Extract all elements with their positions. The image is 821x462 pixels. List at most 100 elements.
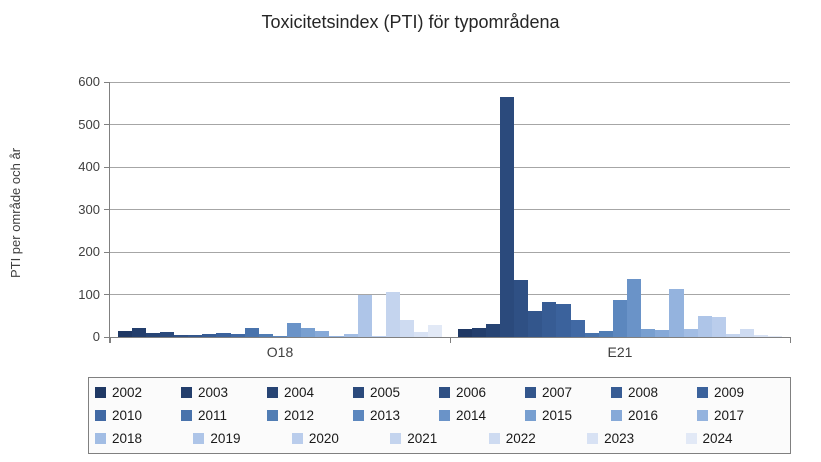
legend-label: 2007 [542,385,573,400]
legend-item-2017: 2017 [697,408,783,423]
legend-swatch-icon [291,433,303,444]
legend-item-2012: 2012 [267,408,353,423]
legend-swatch-icon [697,410,708,421]
bar-O18-2010 [230,333,245,337]
legend-item-2020: 2020 [291,431,390,446]
bar-O18-2018 [343,333,358,337]
legend-item-2011: 2011 [181,408,267,423]
legend-item-2010: 2010 [95,408,181,423]
legend-swatch-icon [697,387,708,398]
plot-area [104,81,791,343]
legend-label: 2008 [628,385,659,400]
legend-label: 2003 [198,385,229,400]
legend-label: 2021 [407,431,438,446]
bar-E21-2024 [768,336,783,337]
legend-item-2013: 2013 [353,408,439,423]
legend-swatch-icon [439,410,450,421]
legend-swatch-icon [611,410,622,421]
bar-E21-2018 [683,328,698,337]
legend-item-2006: 2006 [439,385,525,400]
bar-O18-2006 [174,334,189,337]
legend-label: 2011 [198,408,228,423]
legend-label: 2009 [714,385,745,400]
legend-swatch-icon [390,433,402,444]
legend-item-2021: 2021 [390,431,488,446]
bar-O18-2014 [287,323,302,337]
legend-item-2018: 2018 [95,431,193,446]
y-axis-tick [104,251,109,253]
legend-item-2022: 2022 [488,431,587,446]
bar-E21-2003 [471,328,486,337]
legend-swatch-icon [353,387,364,398]
x-category-label: O18 [266,344,294,360]
y-tick-label: 500 [78,116,100,132]
bar-O18-2003 [131,327,146,337]
y-tick-label: 300 [78,201,100,217]
bar-E21-2017 [669,288,684,337]
bar-O18-2004 [145,333,160,337]
legend-label: 2017 [714,408,745,423]
legend-item-2015: 2015 [525,408,611,423]
bar-E21-2021 [725,333,741,337]
bar-O18-2007 [188,334,203,337]
bar-E21-2009 [556,304,571,337]
legend-item-2019: 2019 [193,431,291,446]
y-tick-label: 600 [78,74,100,89]
legend-item-2009: 2009 [697,385,783,400]
legend-label: 2019 [210,431,241,446]
y-axis-title: PTI per område och år [8,147,23,279]
legend-item-2008: 2008 [611,385,697,400]
bar-E21-2014 [627,279,642,337]
bar-O18-2002 [117,330,132,337]
y-axis-tick [104,294,109,295]
legend-label: 2024 [702,431,733,446]
legend-swatch-icon [587,433,599,444]
legend-label: 2010 [112,408,143,423]
legend-label: 2023 [604,431,635,446]
legend-label: 2020 [308,431,339,446]
legend-row: 2010 2011 2012 2013 2014 2015 2016 2017 [95,408,784,423]
y-axis-tick [104,336,109,338]
legend: 2002 2003 2004 2005 2006 2007 2008 2009 2010 2011… [88,377,791,454]
bar-O18-2005 [159,331,175,337]
gridline [110,81,790,83]
legend-swatch-icon [611,387,622,398]
bar-E21-2010 [570,319,585,337]
y-axis-tick [104,124,109,125]
y-axis-line [109,82,110,343]
legend-swatch-icon [95,410,106,421]
bar-E21-2023 [754,334,769,337]
y-tick-label: 400 [78,159,100,174]
legend-item-2007: 2007 [525,385,611,400]
legend-item-2002: 2002 [95,385,181,400]
legend-label: 2006 [456,385,487,400]
x-axis-tick [109,337,111,343]
legend-label: 2014 [456,408,487,423]
bar-O18-2012 [258,334,273,337]
bar-E21-2015 [641,328,656,337]
gridline [110,251,790,253]
chart-title: Toxicitetsindex (PTI) för typområdena [261,12,560,32]
gridline [110,294,790,295]
bar-E21-2011 [584,332,599,337]
legend-item-2003: 2003 [181,385,267,400]
bar-O18-2015 [301,328,316,337]
legend-row: 2002 2003 2004 2005 2006 2007 2008 2009 [95,385,784,400]
legend-swatch-icon [181,387,192,398]
bar-O18-2017 [329,335,344,337]
legend-label: 2004 [284,385,315,400]
legend-label: 2022 [505,431,536,446]
legend-item-2023: 2023 [587,431,685,446]
bar-O18-2009 [216,332,231,337]
bar-O18-2024 [428,325,443,337]
legend-label: 2012 [284,408,315,423]
y-axis-tick [104,166,109,168]
bar-O18-2021 [385,291,401,337]
legend-item-2005: 2005 [353,385,439,400]
legend-label: 2013 [370,408,401,423]
legend-swatch-icon [488,433,500,444]
bar-E21-2022 [740,328,755,337]
bar-O18-2020 [371,336,386,337]
bar-E21-2016 [655,329,670,337]
legend-item-2004: 2004 [267,385,353,400]
